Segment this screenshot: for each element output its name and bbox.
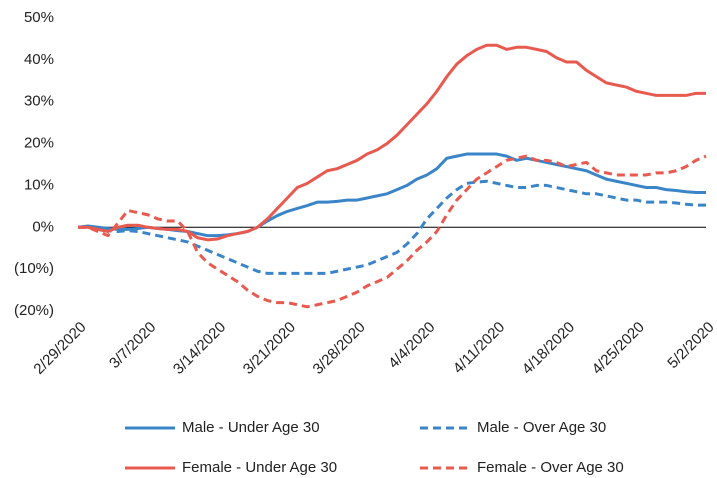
x-tick-label: 3/28/2020 [310,319,369,378]
y-tick-label: 40% [24,51,54,68]
y-tick-label: 0% [32,218,54,235]
series-line [78,43,706,242]
legend-label: Female - Over Age 30 [477,459,624,476]
legend-label: Male - Under Age 30 [182,419,320,436]
x-tick-label: 3/14/2020 [170,319,229,378]
y-tick-label: 10% [24,176,54,193]
x-tick-label: 3/7/2020 [106,319,159,372]
x-tick-label: 3/21/2020 [240,319,299,378]
y-tick-label: (10%) [14,260,54,277]
y-tick-label: 20% [24,135,54,152]
y-tick-label: 50% [24,9,54,26]
series-line [78,179,706,275]
series-line [78,154,707,309]
x-tick-label: 4/4/2020 [385,319,438,372]
y-tick-label: 30% [24,93,54,110]
legend-label: Male - Over Age 30 [477,419,606,436]
x-tick-label: 4/25/2020 [589,319,648,378]
x-tick-label: 5/2/2020 [664,319,717,372]
legend-label: Female - Under Age 30 [182,459,337,476]
x-tick-label: 4/18/2020 [519,319,578,378]
x-tick-label: 4/11/2020 [450,319,508,377]
x-tick-label: 2/29/2020 [30,319,89,378]
y-tick-label: (20%) [14,302,54,319]
series-line [77,152,706,238]
